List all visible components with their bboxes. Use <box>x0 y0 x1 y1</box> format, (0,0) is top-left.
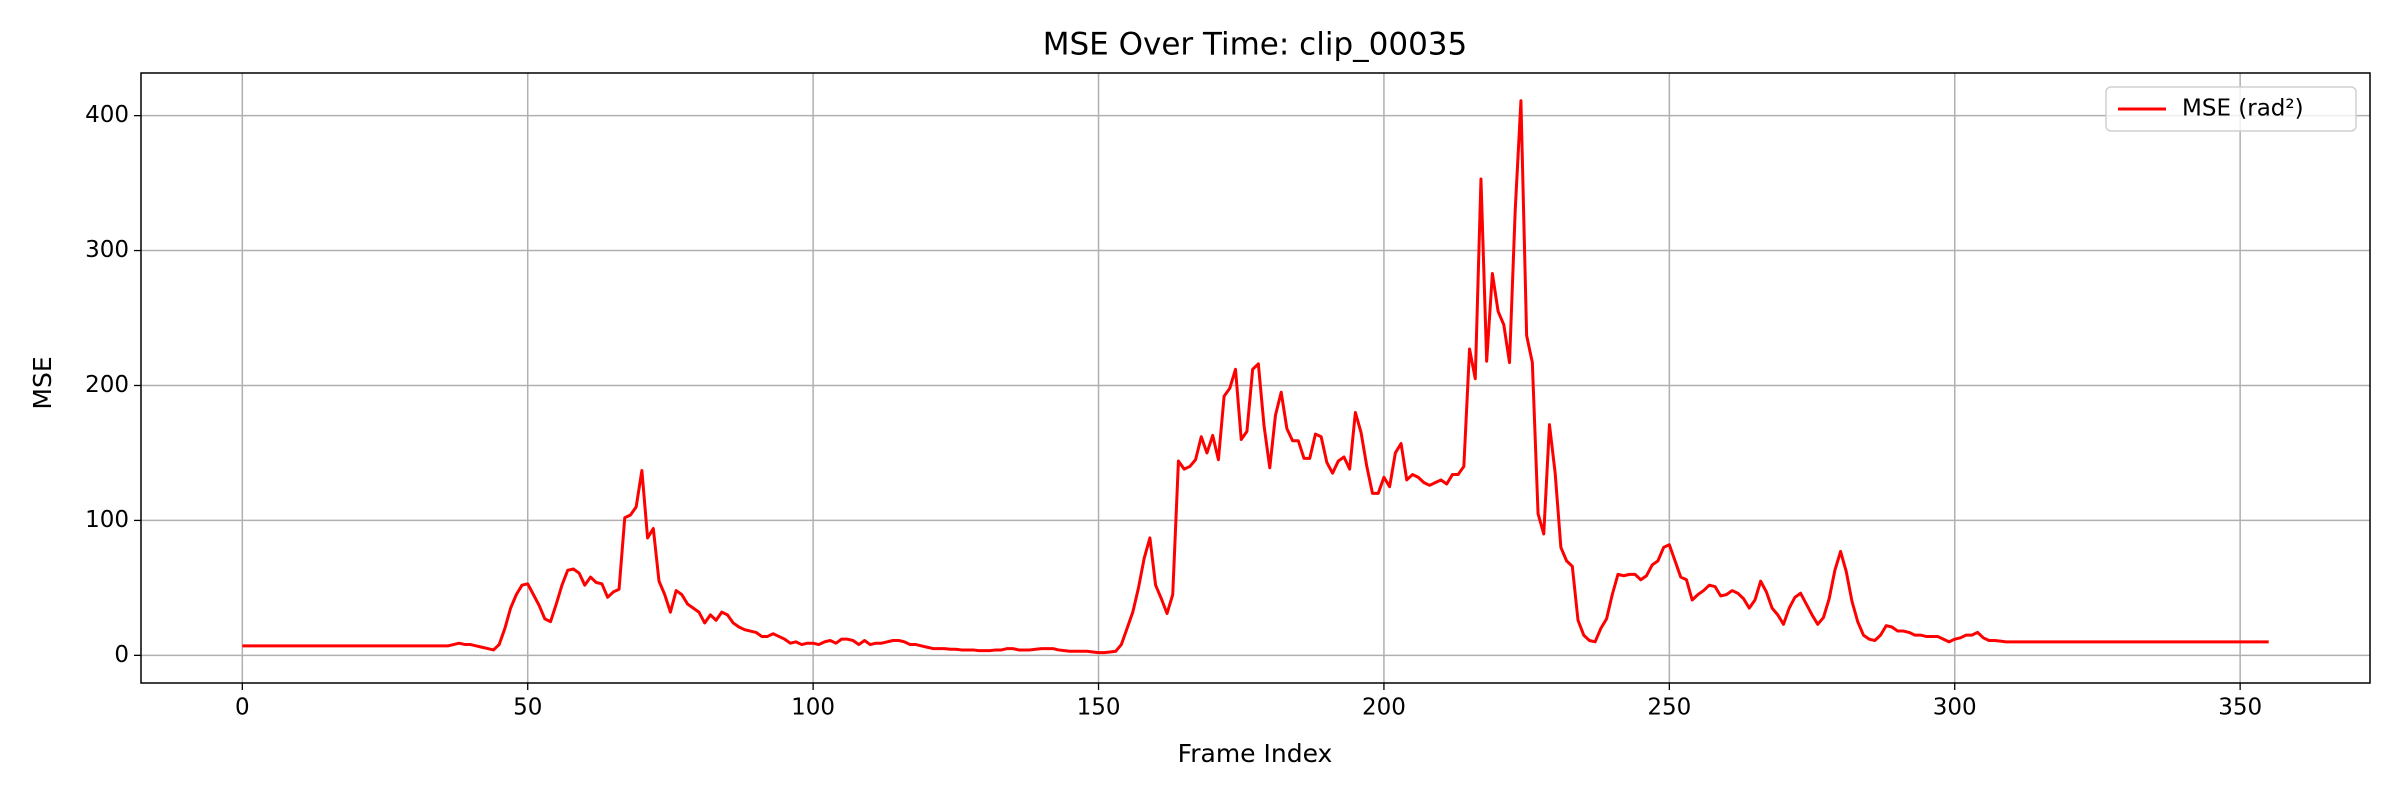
x-axis-label: Frame Index <box>1178 739 1333 768</box>
y-axis-label: MSE <box>28 356 57 409</box>
x-tick-label: 100 <box>791 695 835 721</box>
plot-frame <box>140 72 2371 684</box>
data-line <box>242 99 2269 655</box>
x-tick-label: 150 <box>1077 695 1121 721</box>
y-tick-label: 300 <box>85 237 129 263</box>
y-tick-label: 400 <box>85 102 129 128</box>
legend-box <box>2105 86 2357 132</box>
x-tick-label: 50 <box>513 695 542 721</box>
x-tick-label: 250 <box>1647 695 1691 721</box>
y-tick-label: 0 <box>114 642 129 668</box>
x-tick-label: 350 <box>2218 695 2262 721</box>
y-tick-label: 200 <box>85 372 129 398</box>
chart-title: MSE Over Time: clip_00035 <box>1043 27 1468 63</box>
x-tick-label: 300 <box>1933 695 1977 721</box>
x-tick-label: 0 <box>235 695 250 721</box>
x-tick-label: 200 <box>1362 695 1406 721</box>
legend-label: MSE (rad²) <box>2182 96 2304 122</box>
y-tick-label: 100 <box>85 507 129 533</box>
